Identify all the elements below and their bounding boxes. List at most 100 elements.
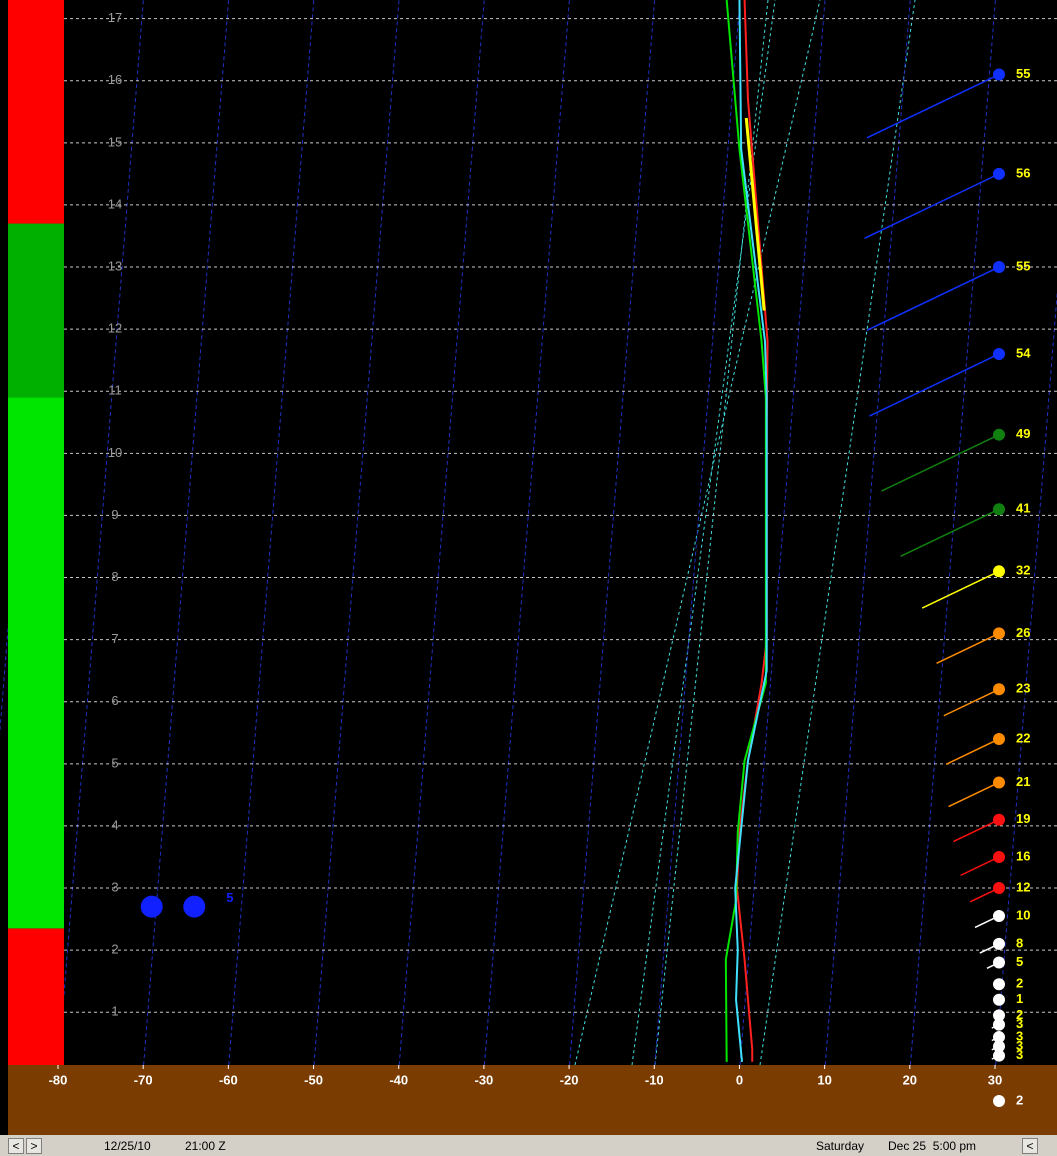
wind-label: 12 xyxy=(1016,879,1030,894)
date: 12/25/10 xyxy=(104,1139,151,1153)
wind-shaft xyxy=(869,353,1000,417)
wind-label: 1 xyxy=(1016,991,1023,1006)
surface-wind-label: 2 xyxy=(1016,1092,1023,1107)
wind-shaft xyxy=(866,73,1000,139)
isotherm xyxy=(398,0,485,1066)
x-tick-label: -60 xyxy=(219,1072,238,1087)
day: Saturday xyxy=(816,1139,865,1153)
band xyxy=(8,0,64,224)
wind-label: 26 xyxy=(1016,625,1030,640)
local-time: Dec 25 5:00 pm xyxy=(888,1139,977,1153)
adiabat xyxy=(759,0,916,1066)
wind-dot xyxy=(993,261,1005,274)
isotherm xyxy=(143,0,230,1066)
marker-label: 5 xyxy=(226,890,233,905)
ground xyxy=(8,1065,1057,1135)
wind-dot xyxy=(993,993,1005,1006)
y-tick-label: 16 xyxy=(108,72,122,87)
wind-shaft xyxy=(864,173,1000,239)
wind-dot xyxy=(993,565,1005,578)
wind-dot xyxy=(993,347,1005,360)
wind-shaft xyxy=(900,508,1000,558)
y-tick-label: 9 xyxy=(111,507,118,522)
y-tick-label: 5 xyxy=(111,755,118,770)
isotherm xyxy=(909,0,996,1066)
wind-dot xyxy=(993,956,1005,969)
nav-button[interactable]: < xyxy=(1022,1138,1038,1154)
y-tick-label: 14 xyxy=(108,196,122,211)
wind-dot xyxy=(993,776,1005,789)
wind-label: 49 xyxy=(1016,426,1030,441)
profile-line xyxy=(734,0,768,1062)
wind-label: 8 xyxy=(1016,935,1023,950)
isotherm xyxy=(57,0,144,1066)
wind-dot xyxy=(993,167,1005,180)
wind-label: 3 xyxy=(1016,1016,1023,1031)
y-tick-label: 15 xyxy=(108,134,122,149)
x-tick-label: -70 xyxy=(134,1072,153,1087)
adiabat xyxy=(654,0,769,1066)
surface-wind-dot xyxy=(993,1095,1005,1107)
x-tick-label: -30 xyxy=(475,1072,494,1087)
x-tick-label: -20 xyxy=(560,1072,579,1087)
y-tick-label: 1 xyxy=(111,1004,118,1019)
wind-shaft xyxy=(945,738,1000,765)
wind-label: 2 xyxy=(1016,1007,1023,1022)
y-tick-label: 13 xyxy=(108,258,122,273)
wind-label: 32 xyxy=(1016,563,1030,578)
wind-dot xyxy=(993,937,1005,950)
y-tick-label: 11 xyxy=(108,383,122,398)
wind-label: 41 xyxy=(1016,501,1030,516)
x-tick-label: 30 xyxy=(988,1072,1002,1087)
wind-label: 56 xyxy=(1016,165,1030,180)
wind-label: 3 xyxy=(1016,1028,1023,1043)
wind-dot xyxy=(993,882,1005,895)
isotherm xyxy=(569,0,656,1066)
wind-label: 22 xyxy=(1016,730,1030,745)
nav-button[interactable]: < xyxy=(8,1138,24,1154)
wind-shaft xyxy=(921,570,1000,609)
wind-label: 5 xyxy=(1016,954,1023,969)
wind-label: 10 xyxy=(1016,907,1030,922)
nav-button[interactable]: > xyxy=(26,1138,42,1154)
marker xyxy=(140,895,163,918)
wind-label: 55 xyxy=(1016,258,1030,273)
wind-dot xyxy=(993,1009,1005,1022)
wind-shaft xyxy=(866,266,1000,331)
y-tick-label: 6 xyxy=(111,693,118,708)
isotherm xyxy=(313,0,400,1066)
isotherm xyxy=(483,0,570,1066)
isotherm xyxy=(228,0,315,1066)
wind-dot xyxy=(993,813,1005,826)
wind-dot xyxy=(993,428,1005,441)
wind-dot xyxy=(993,1018,1005,1031)
wind-shaft xyxy=(881,434,1000,492)
wind-dot xyxy=(993,978,1005,991)
wind-shaft xyxy=(953,819,1000,843)
y-tick-label: 8 xyxy=(111,569,118,584)
wind-label: 55 xyxy=(1016,66,1030,81)
y-tick-label: 3 xyxy=(111,879,118,894)
band xyxy=(8,928,64,1065)
wind-dot xyxy=(993,1040,1005,1053)
wind-label: 2 xyxy=(1016,976,1023,991)
isotherm xyxy=(739,0,826,1066)
wind-dot xyxy=(993,732,1005,745)
wind-dot xyxy=(993,627,1005,640)
isotherm xyxy=(654,0,741,1066)
isotherm xyxy=(995,289,1057,1066)
wind-label: 3 xyxy=(1016,1038,1023,1053)
x-tick-label: 10 xyxy=(817,1072,831,1087)
wind-label: 21 xyxy=(1016,774,1030,789)
y-tick-label: 4 xyxy=(111,817,118,832)
time: 21:00 Z xyxy=(185,1139,226,1153)
x-tick-label: -10 xyxy=(645,1072,664,1087)
status-bar: < > 12/25/10 21:00 Z Saturday Dec 25 5:0… xyxy=(0,1135,1057,1156)
x-tick-label: -50 xyxy=(304,1072,323,1087)
isotherm xyxy=(824,0,911,1066)
wind-label: 19 xyxy=(1016,811,1030,826)
wind-dot xyxy=(993,683,1005,696)
wind-dot xyxy=(993,503,1005,516)
